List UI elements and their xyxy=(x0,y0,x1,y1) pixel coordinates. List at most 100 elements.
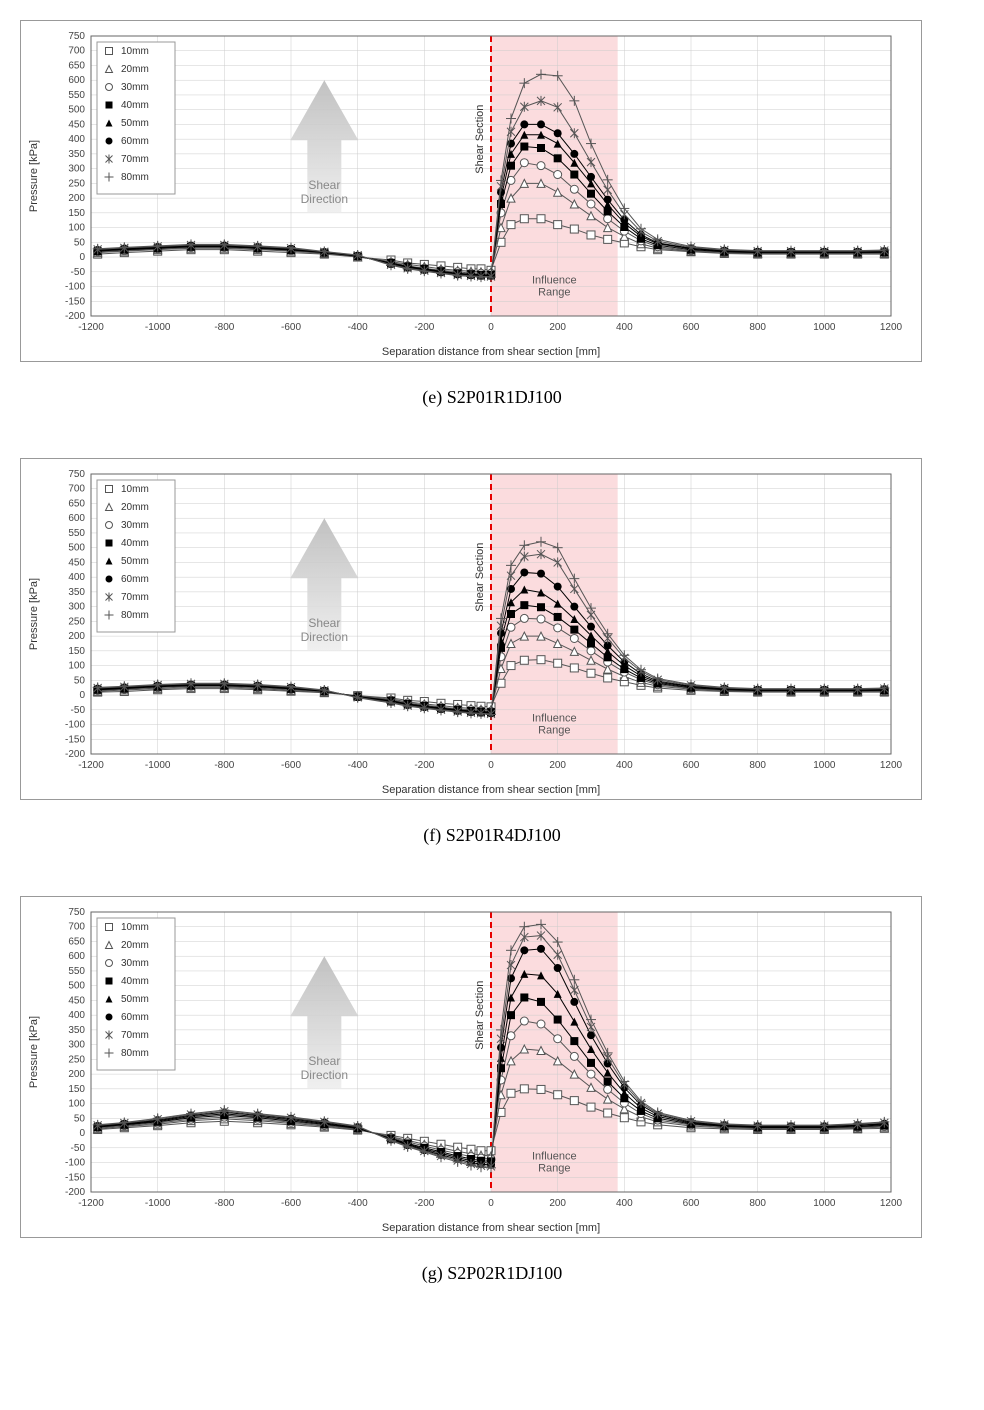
svg-text:-150: -150 xyxy=(65,296,85,307)
shear-section-label: Shear Section xyxy=(474,543,486,612)
svg-text:-1000: -1000 xyxy=(145,1198,171,1209)
svg-text:700: 700 xyxy=(68,922,85,933)
svg-text:Range: Range xyxy=(538,1162,570,1174)
shear-section-label: Shear Section xyxy=(474,105,486,174)
svg-text:650: 650 xyxy=(68,936,85,947)
svg-text:300: 300 xyxy=(68,164,85,175)
svg-text:200: 200 xyxy=(68,631,85,642)
svg-text:600: 600 xyxy=(68,513,85,524)
svg-text:800: 800 xyxy=(749,1198,766,1209)
pressure-chart-f: -1200-1000-800-600-400-20002004006008001… xyxy=(21,459,921,799)
svg-text:450: 450 xyxy=(68,557,85,568)
svg-text:200: 200 xyxy=(549,1198,566,1209)
svg-text:550: 550 xyxy=(68,528,85,539)
svg-text:450: 450 xyxy=(68,119,85,130)
influence-range-label: Influence xyxy=(532,275,577,287)
svg-text:350: 350 xyxy=(68,149,85,160)
svg-text:400: 400 xyxy=(68,572,85,583)
legend-item-70mm: 70mm xyxy=(121,592,149,603)
svg-text:350: 350 xyxy=(68,587,85,598)
svg-text:-200: -200 xyxy=(414,760,434,771)
svg-text:200: 200 xyxy=(68,193,85,204)
svg-text:550: 550 xyxy=(68,966,85,977)
y-axis-label: Pressure [kPa] xyxy=(28,578,40,650)
legend-item-20mm: 20mm xyxy=(121,502,149,513)
shear-direction-label: Shear xyxy=(308,616,340,630)
svg-text:0: 0 xyxy=(79,690,85,701)
svg-text:600: 600 xyxy=(683,322,700,333)
legend-item-80mm: 80mm xyxy=(121,1048,149,1059)
legend-item-40mm: 40mm xyxy=(121,976,149,987)
svg-text:-800: -800 xyxy=(214,1198,234,1209)
y-axis-label: Pressure [kPa] xyxy=(28,140,40,212)
svg-text:400: 400 xyxy=(68,134,85,145)
svg-text:300: 300 xyxy=(68,1040,85,1051)
svg-text:100: 100 xyxy=(68,661,85,672)
svg-text:1000: 1000 xyxy=(813,322,836,333)
svg-text:1200: 1200 xyxy=(880,760,903,771)
svg-text:150: 150 xyxy=(68,1084,85,1095)
shear-section-label: Shear Section xyxy=(474,981,486,1050)
legend-item-30mm: 30mm xyxy=(121,520,149,531)
svg-text:-600: -600 xyxy=(281,1198,301,1209)
svg-text:800: 800 xyxy=(749,760,766,771)
svg-text:150: 150 xyxy=(68,208,85,219)
svg-text:1000: 1000 xyxy=(813,760,836,771)
svg-text:500: 500 xyxy=(68,981,85,992)
svg-text:Direction: Direction xyxy=(301,1068,348,1082)
legend-item-60mm: 60mm xyxy=(121,574,149,585)
pressure-chart-e: -1200-1000-800-600-400-20002004006008001… xyxy=(21,21,921,361)
svg-text:250: 250 xyxy=(68,178,85,189)
figure-caption-f: (f) S2P01R4DJ100 xyxy=(20,825,964,846)
svg-text:-100: -100 xyxy=(65,1158,85,1169)
svg-text:Range: Range xyxy=(538,286,570,298)
legend-item-60mm: 60mm xyxy=(121,1012,149,1023)
x-axis-label: Separation distance from shear section [… xyxy=(382,784,600,796)
svg-text:200: 200 xyxy=(549,760,566,771)
svg-text:-50: -50 xyxy=(71,267,86,278)
legend-item-70mm: 70mm xyxy=(121,154,149,165)
legend-item-40mm: 40mm xyxy=(121,538,149,549)
svg-text:1200: 1200 xyxy=(880,1198,903,1209)
x-axis-label: Separation distance from shear section [… xyxy=(382,1222,600,1234)
svg-text:1000: 1000 xyxy=(813,1198,836,1209)
svg-text:-200: -200 xyxy=(65,311,85,322)
svg-text:700: 700 xyxy=(68,484,85,495)
svg-text:600: 600 xyxy=(683,1198,700,1209)
svg-text:-400: -400 xyxy=(348,322,368,333)
legend-item-30mm: 30mm xyxy=(121,82,149,93)
svg-text:100: 100 xyxy=(68,223,85,234)
shear-direction-label: Shear xyxy=(308,178,340,192)
svg-text:-150: -150 xyxy=(65,1172,85,1183)
svg-text:Direction: Direction xyxy=(301,630,348,644)
svg-text:300: 300 xyxy=(68,602,85,613)
svg-text:600: 600 xyxy=(68,951,85,962)
svg-text:400: 400 xyxy=(616,322,633,333)
svg-text:0: 0 xyxy=(488,1198,494,1209)
legend-item-10mm: 10mm xyxy=(121,922,149,933)
svg-text:400: 400 xyxy=(68,1010,85,1021)
svg-text:-50: -50 xyxy=(71,1143,86,1154)
legend-item-10mm: 10mm xyxy=(121,484,149,495)
legend-item-80mm: 80mm xyxy=(121,610,149,621)
svg-text:450: 450 xyxy=(68,995,85,1006)
figure-caption-e: (e) S2P01R1DJ100 xyxy=(20,387,964,408)
svg-text:-100: -100 xyxy=(65,282,85,293)
svg-text:-100: -100 xyxy=(65,720,85,731)
svg-text:-150: -150 xyxy=(65,734,85,745)
legend-item-30mm: 30mm xyxy=(121,958,149,969)
svg-text:500: 500 xyxy=(68,105,85,116)
svg-text:750: 750 xyxy=(68,31,85,42)
svg-text:400: 400 xyxy=(616,760,633,771)
svg-text:0: 0 xyxy=(79,1128,85,1139)
svg-text:50: 50 xyxy=(74,1113,86,1124)
svg-text:200: 200 xyxy=(68,1069,85,1080)
svg-text:550: 550 xyxy=(68,90,85,101)
svg-text:650: 650 xyxy=(68,60,85,71)
svg-text:-1200: -1200 xyxy=(78,322,104,333)
svg-text:50: 50 xyxy=(74,675,86,686)
svg-text:400: 400 xyxy=(616,1198,633,1209)
svg-text:650: 650 xyxy=(68,498,85,509)
legend-item-70mm: 70mm xyxy=(121,1030,149,1041)
svg-text:600: 600 xyxy=(68,75,85,86)
